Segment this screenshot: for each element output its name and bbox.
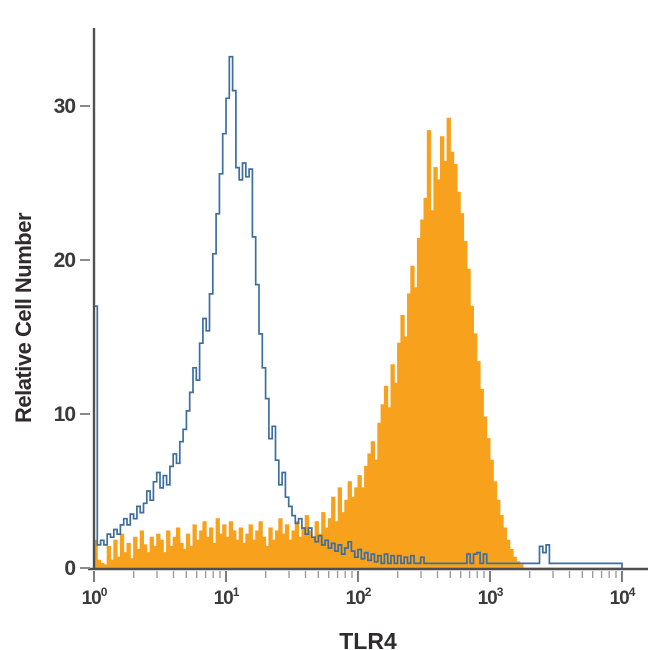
x-tick-label: 102 bbox=[346, 585, 372, 609]
y-tick-label: 20 bbox=[54, 249, 76, 272]
x-tick-label: 104 bbox=[610, 585, 636, 609]
filled-histogram-path bbox=[93, 117, 622, 569]
y-tick-label: 30 bbox=[54, 95, 76, 118]
x-tick-label: 100 bbox=[82, 585, 108, 609]
x-tick-label: 101 bbox=[214, 585, 240, 609]
x-axis-title: TLR4 bbox=[339, 628, 397, 650]
y-tick-label: 10 bbox=[54, 403, 76, 426]
x-tick-label: 103 bbox=[478, 585, 504, 609]
y-tick-label: 0 bbox=[64, 557, 75, 580]
y-axis-title: Relative Cell Number bbox=[11, 212, 36, 424]
open-histogram-path bbox=[93, 55, 623, 568]
